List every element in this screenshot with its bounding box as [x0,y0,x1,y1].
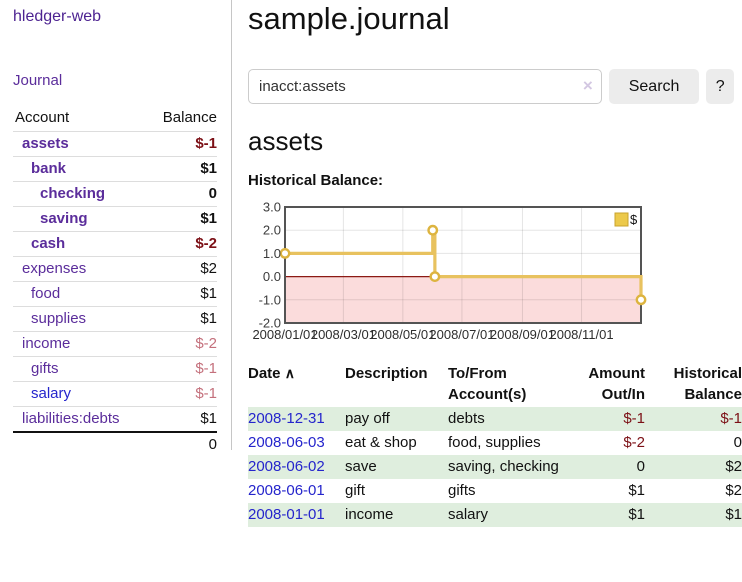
account-balance: $-2 [195,235,217,252]
sidebar-account-saving[interactable]: saving [40,210,88,227]
main-content: sample.journal × Search ? assets Histori… [240,0,742,527]
svg-text:$: $ [630,212,638,227]
account-balance: 0 [208,185,217,202]
table-row: 2008-06-01 gift gifts $1 $2 [248,479,742,503]
account-balance: $2 [200,260,217,277]
account-balance: $-2 [195,335,217,352]
search-input[interactable] [248,69,602,104]
transaction-balance: $-1 [720,410,742,427]
sidebar-account-checking[interactable]: checking [40,185,106,202]
svg-text:2008/01/01: 2008/01/01 [252,327,317,342]
account-balance: $1 [200,310,217,327]
svg-text:-1.0: -1.0 [259,292,281,307]
chart-canvas: $3.0 2.0 1.0 0.0 -1.0 -2.02008/01/012008/03/0… [252,200,647,342]
svg-text:1.0: 1.0 [263,246,281,261]
table-row: 2008-12-31 pay off debts $-1 $-1 [248,407,742,431]
transaction-date-link[interactable]: 2008-12-31 [248,410,325,427]
svg-text:2008/05/01: 2008/05/01 [370,327,435,342]
svg-text:0.0: 0.0 [263,269,281,284]
transaction-balance: $1 [725,506,742,523]
page-title: sample.journal [248,1,450,36]
account-balance: $-1 [195,135,217,152]
column-header-balance: Historical Balance [673,365,742,403]
account-heading: assets [248,126,324,156]
column-header-date[interactable]: Date ∧ [248,365,295,382]
chart-heading: Historical Balance: [248,172,384,189]
historical-balance-chart: $3.0 2.0 1.0 0.0 -1.0 -2.0 2008/01/01 2008/03/0… [248,199,734,347]
transaction-date-link[interactable]: 2008-06-02 [248,458,325,475]
help-button[interactable]: ? [706,69,734,104]
sidebar-account-salary[interactable]: salary [31,385,72,402]
svg-text:2.0: 2.0 [263,223,281,238]
transaction-balance: $2 [725,458,742,475]
transaction-description: eat & shop [345,434,417,451]
app-title: hledger-web [13,8,102,25]
transaction-description: gift [345,482,366,499]
table-row: 2008-06-02 save saving, checking 0 $2 [248,455,742,479]
column-header-amount: Amount Out/In [588,365,645,403]
transaction-description: income [345,506,394,523]
sort-ascending-icon: ∧ [284,365,295,381]
accounts-total: 0 [208,436,217,453]
transaction-date-link[interactable]: 2008-06-03 [248,434,325,451]
sidebar-account-bank[interactable]: bank [31,160,67,177]
svg-text:2008/09/01: 2008/09/01 [490,327,555,342]
transaction-accounts: salary [448,506,489,523]
sidebar: hledger-web Journal Account Balance asse… [0,0,232,453]
transaction-accounts: gifts [448,482,476,499]
table-row: 2008-06-03 eat & shop food, supplies $-2… [248,431,742,455]
account-balance: $-1 [195,385,217,402]
column-header-description: Description [345,365,428,382]
accounts-table: Account Balance assets $-1 bank $1 checkin… [13,107,217,457]
balance-column-header: Balance [162,109,217,126]
svg-text:-2.0: -2.0 [259,316,281,331]
transaction-balance: $2 [725,482,742,499]
sidebar-account-gifts[interactable]: gifts [31,360,59,377]
sidebar-account-income[interactable]: income [22,335,71,352]
register-table: Date ∧ Description To/From Account(s) Am… [248,363,742,527]
transaction-amount: $-1 [623,410,645,427]
transaction-description: save [345,458,377,475]
sidebar-item-journal[interactable]: Journal [13,72,63,89]
sidebar-account-liabilities-debts[interactable]: liabilities:debts [22,410,120,427]
account-balance: $1 [200,285,217,302]
sidebar-account-food[interactable]: food [31,285,61,302]
transaction-amount: 0 [636,458,645,475]
transaction-balance: 0 [733,434,742,451]
transaction-amount: $-2 [623,434,645,451]
table-row: 2008-01-01 income salary $1 $1 [248,503,742,527]
account-balance: $1 [200,410,217,427]
transaction-date-link[interactable]: 2008-06-01 [248,482,325,499]
sidebar-account-supplies[interactable]: supplies [31,310,87,327]
account-balance: $1 [200,210,217,227]
account-balance: $1 [200,160,217,177]
sidebar-account-cash[interactable]: cash [31,235,66,252]
clear-search-icon[interactable]: × [582,76,593,95]
transaction-amount: $1 [628,506,645,523]
search-button[interactable]: Search [608,69,700,104]
transaction-accounts: saving, checking [448,458,559,475]
account-balance: $-1 [195,360,217,377]
transaction-accounts: food, supplies [448,434,541,451]
svg-text:2008/03/01: 2008/03/01 [311,327,376,342]
sidebar-account-expenses[interactable]: expenses [22,260,87,277]
transaction-description: pay off [345,410,390,427]
transaction-accounts: debts [448,410,485,427]
transaction-date-link[interactable]: 2008-01-01 [248,506,325,523]
search-form: × Search ? [248,69,734,104]
svg-text:2008/07/01: 2008/07/01 [429,327,494,342]
svg-text:2008/11/01: 2008/11/01 [549,327,613,342]
accounts-column-header: Account [15,109,70,126]
column-header-account: To/From Account(s) [448,365,527,403]
transaction-amount: $1 [628,482,645,499]
svg-text:3.0: 3.0 [263,200,281,215]
sidebar-account-assets[interactable]: assets [22,135,69,152]
